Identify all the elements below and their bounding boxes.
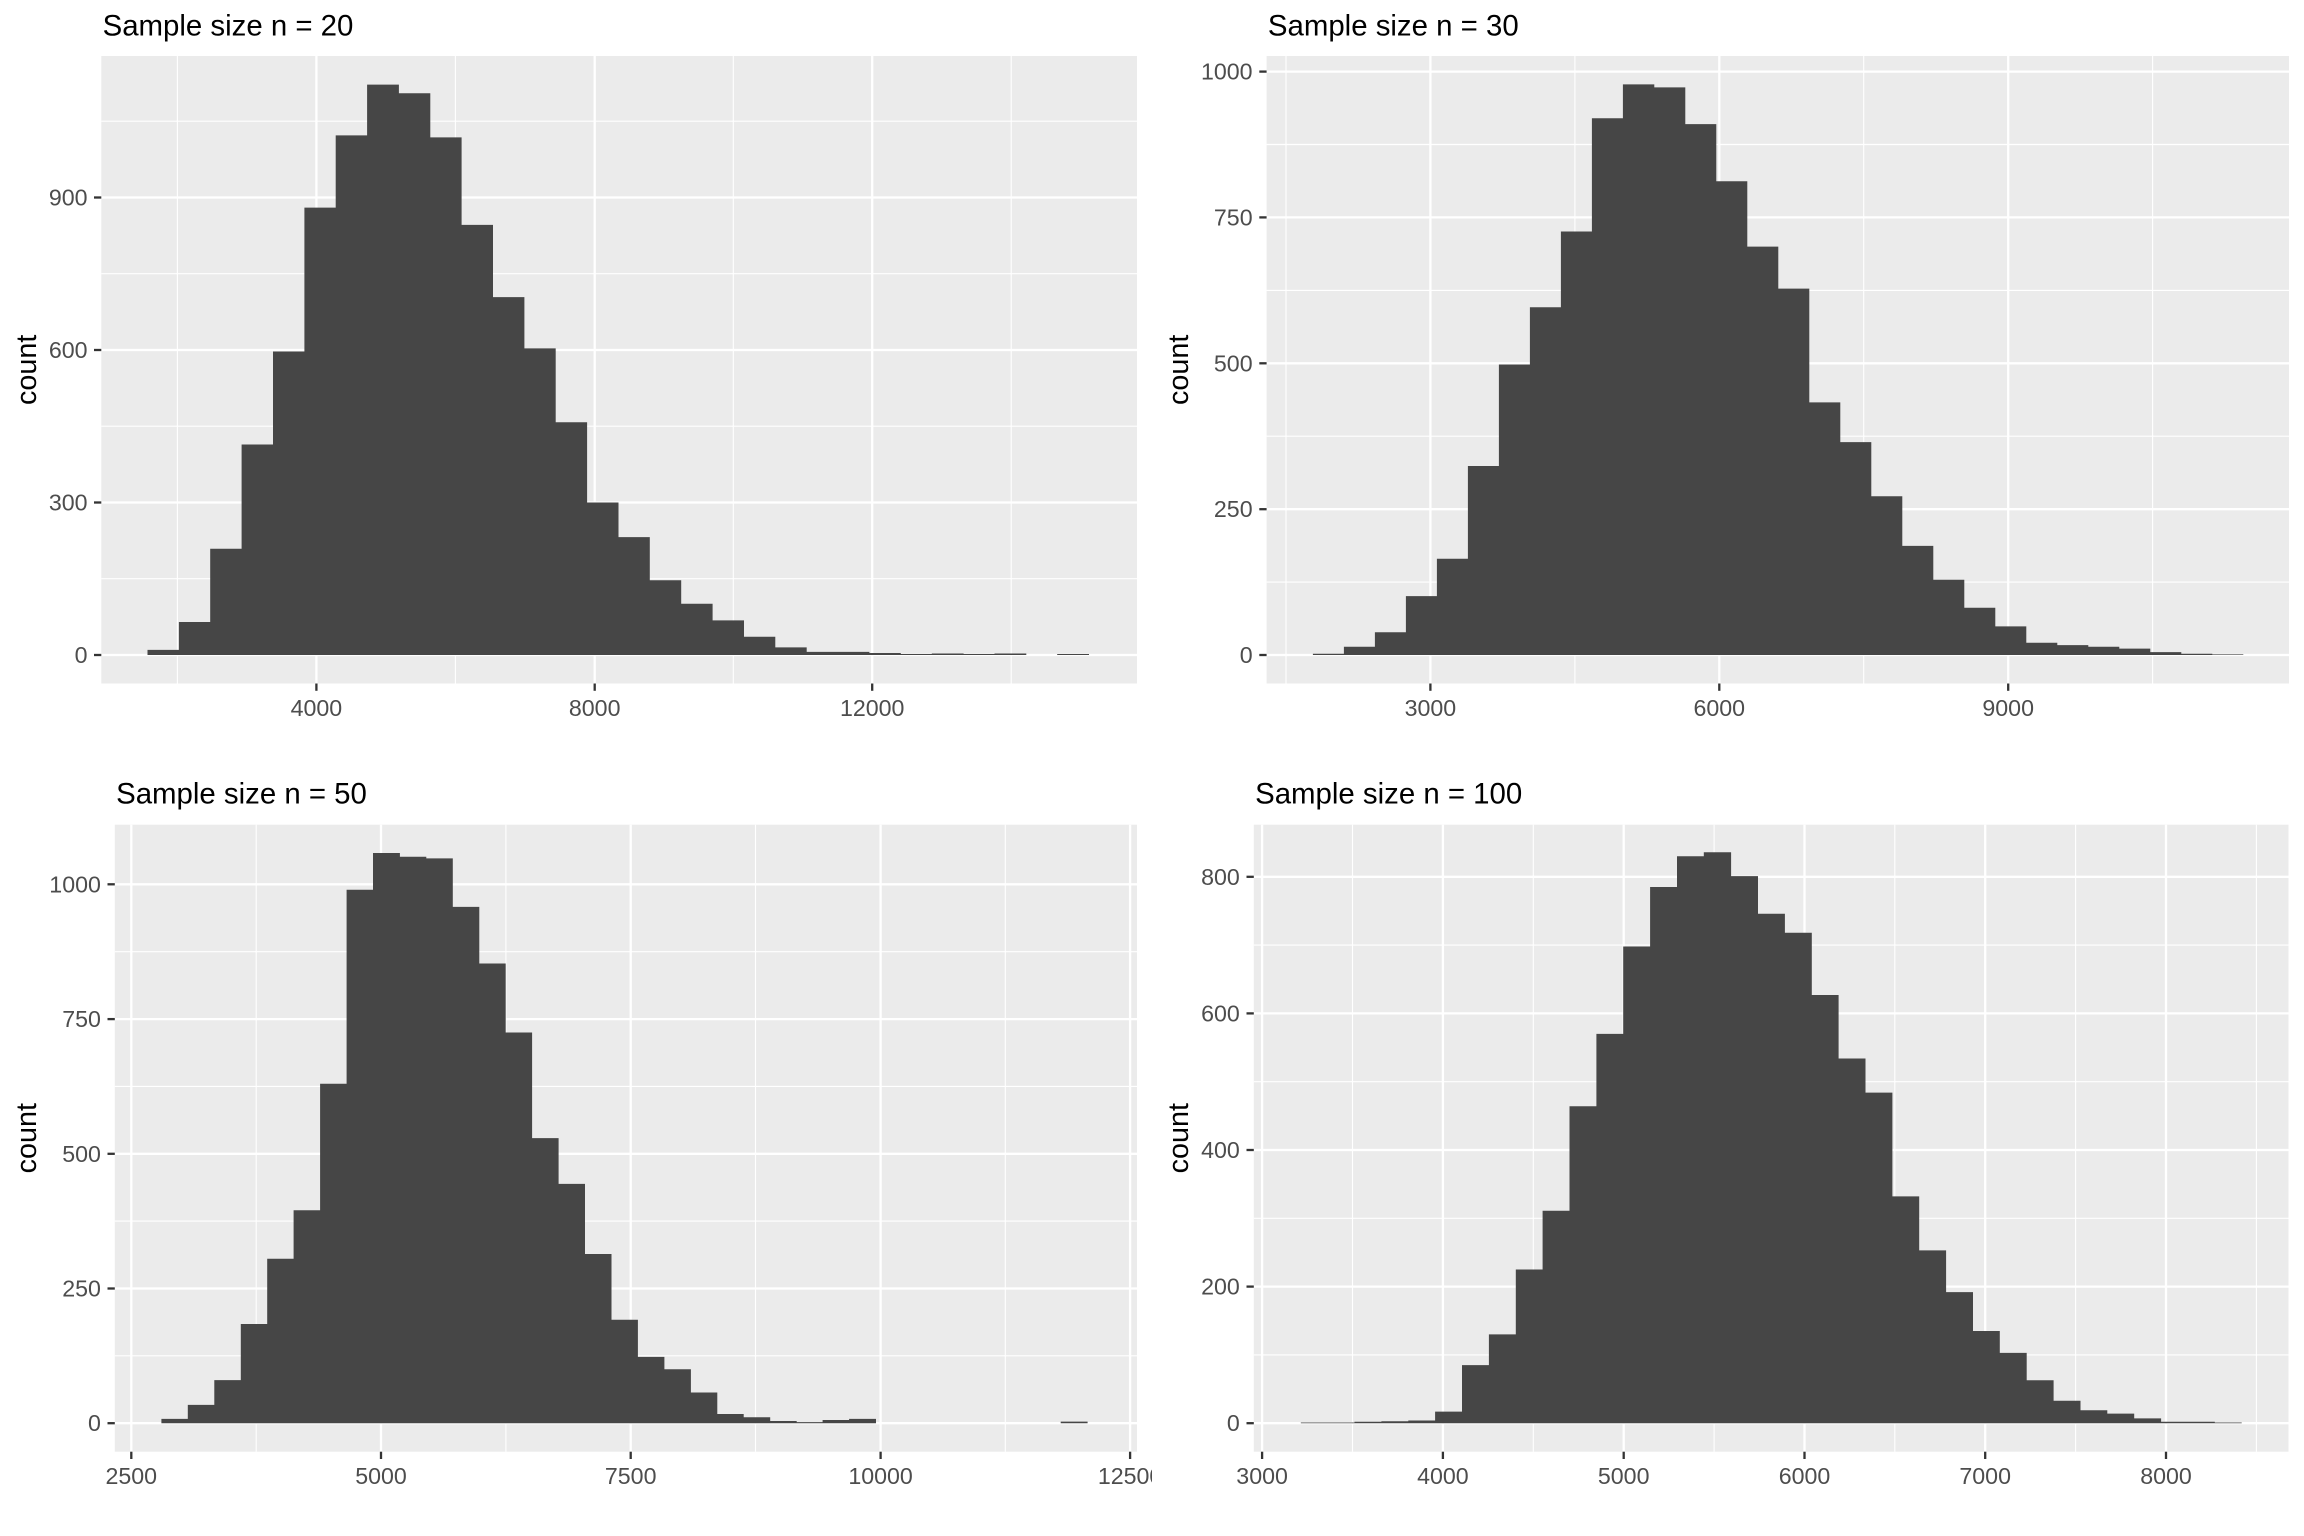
- svg-text:3000: 3000: [1405, 695, 1457, 721]
- svg-text:600: 600: [1201, 1000, 1240, 1026]
- svg-text:1000: 1000: [49, 871, 101, 897]
- svg-text:0: 0: [1240, 642, 1253, 668]
- svg-text:count: count: [1163, 1103, 1195, 1173]
- svg-text:6000: 6000: [1694, 695, 1746, 721]
- svg-text:500: 500: [1214, 350, 1253, 376]
- svg-text:count: count: [11, 1103, 43, 1173]
- svg-text:600: 600: [49, 337, 88, 363]
- svg-text:0: 0: [1227, 1410, 1240, 1436]
- svg-text:Sample size n = 30: Sample size n = 30: [1268, 9, 1519, 42]
- svg-text:300: 300: [49, 490, 88, 516]
- svg-text:6000: 6000: [1779, 1463, 1831, 1489]
- svg-text:5000: 5000: [1598, 1463, 1650, 1489]
- svg-text:9000: 9000: [1982, 695, 2034, 721]
- svg-text:900: 900: [49, 185, 88, 211]
- svg-text:Sample size n = 20: Sample size n = 20: [103, 9, 354, 42]
- svg-text:12000: 12000: [840, 695, 904, 721]
- svg-text:400: 400: [1201, 1137, 1240, 1163]
- svg-text:5000: 5000: [355, 1463, 407, 1489]
- svg-text:200: 200: [1201, 1274, 1240, 1300]
- svg-text:7000: 7000: [1959, 1463, 2011, 1489]
- svg-text:4000: 4000: [291, 695, 343, 721]
- svg-text:7500: 7500: [605, 1463, 657, 1489]
- svg-text:250: 250: [62, 1276, 101, 1302]
- svg-text:8000: 8000: [2140, 1463, 2192, 1489]
- svg-text:Sample size n = 50: Sample size n = 50: [116, 777, 367, 810]
- svg-text:1000: 1000: [1201, 59, 1253, 85]
- svg-text:750: 750: [62, 1006, 101, 1032]
- svg-text:0: 0: [88, 1410, 101, 1436]
- svg-text:2500: 2500: [106, 1463, 158, 1489]
- svg-text:500: 500: [62, 1141, 101, 1167]
- svg-text:count: count: [1163, 335, 1195, 405]
- svg-text:0: 0: [75, 642, 88, 668]
- svg-text:3000: 3000: [1236, 1463, 1288, 1489]
- svg-text:250: 250: [1214, 496, 1253, 522]
- svg-text:Sample size n = 100: Sample size n = 100: [1255, 777, 1522, 810]
- svg-text:800: 800: [1201, 864, 1240, 890]
- svg-text:10000: 10000: [848, 1463, 912, 1489]
- svg-text:750: 750: [1214, 204, 1253, 230]
- svg-text:4000: 4000: [1417, 1463, 1469, 1489]
- svg-text:count: count: [11, 335, 43, 405]
- svg-text:8000: 8000: [569, 695, 621, 721]
